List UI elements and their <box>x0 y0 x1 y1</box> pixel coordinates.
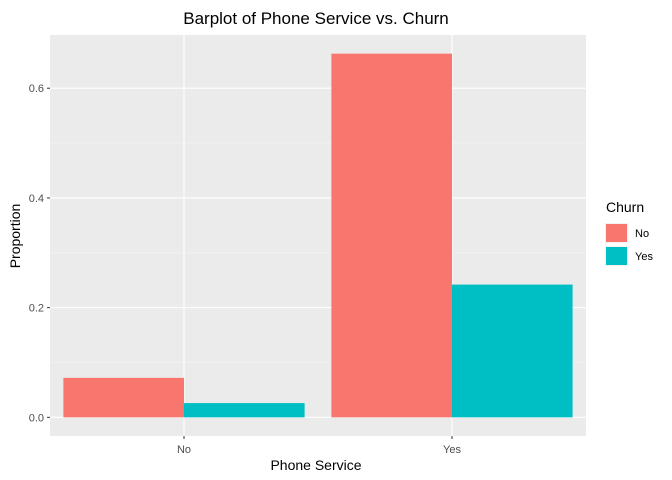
x-axis-title: Phone Service <box>270 457 361 473</box>
x-tick-label: No <box>177 444 191 456</box>
bar-yes-yes <box>452 284 573 418</box>
bars <box>63 53 573 418</box>
bar-yes-no <box>331 53 452 418</box>
y-tick-label: 0.6 <box>29 83 44 95</box>
bar-no-no <box>63 377 184 418</box>
y-axis-ticks: 0.0 0.2 0.4 0.6 <box>29 83 50 424</box>
chart-title: Barplot of Phone Service vs. Churn <box>183 9 449 28</box>
x-tick-label: Yes <box>443 444 461 456</box>
legend-swatch-yes <box>606 247 627 265</box>
legend: Churn No Yes <box>605 199 653 266</box>
y-tick-label: 0.0 <box>29 412 44 424</box>
legend-swatch-no <box>606 224 627 242</box>
x-axis-ticks: No Yes <box>177 436 461 456</box>
y-tick-label: 0.4 <box>29 193 44 205</box>
y-axis-title: Proportion <box>7 204 23 269</box>
legend-label-yes: Yes <box>635 251 653 263</box>
bar-no-yes <box>184 403 305 418</box>
legend-label-no: No <box>635 228 649 240</box>
y-tick-label: 0.2 <box>29 303 44 315</box>
legend-title: Churn <box>606 199 644 215</box>
